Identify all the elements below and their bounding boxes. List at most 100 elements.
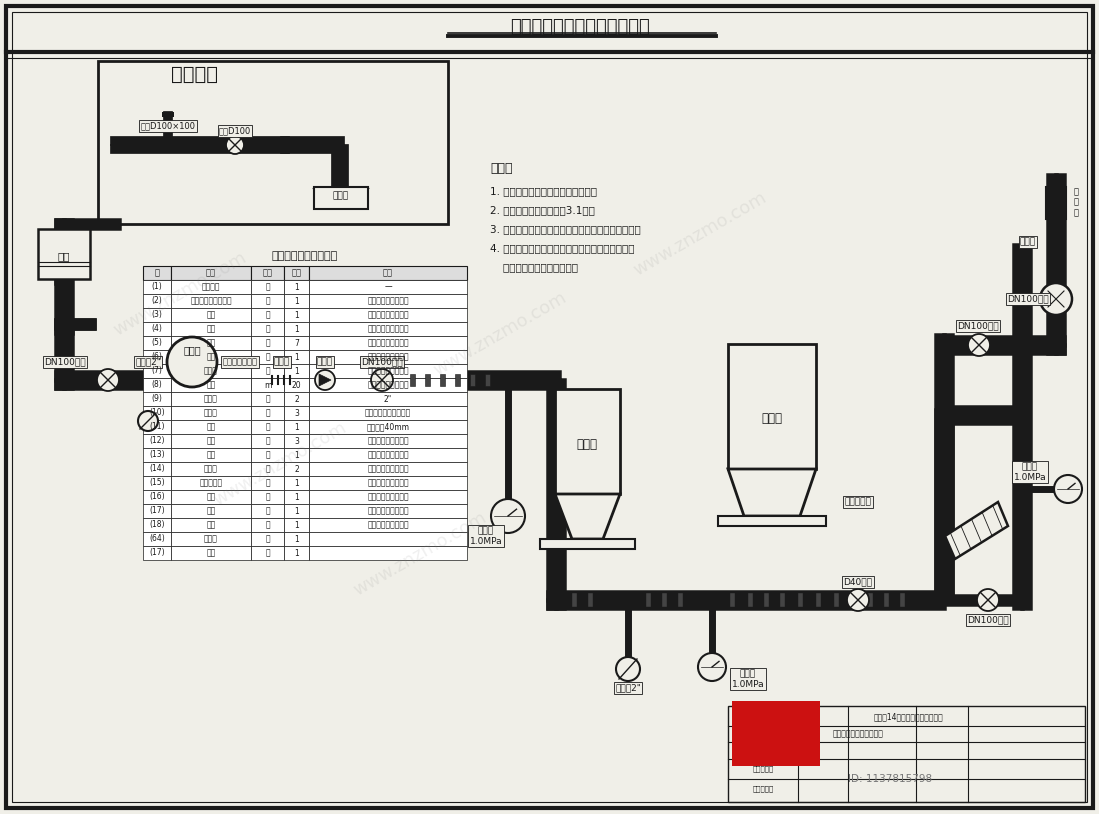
Bar [1046,187,1066,219]
Text: DN100铜阀: DN100铜阀 [967,615,1009,624]
Bar [284,476,309,490]
Text: 1: 1 [295,549,299,558]
Text: 法兰: 法兰 [207,352,215,361]
Text: 1: 1 [295,422,299,431]
Text: 套: 套 [265,506,270,515]
Bar [143,434,171,448]
Bar [143,420,171,434]
Bar [732,701,820,766]
Text: www.znzmo.com: www.znzmo.com [110,248,249,339]
Bar [314,187,368,209]
Text: 套: 套 [265,296,270,305]
Bar [251,350,284,364]
Text: (16): (16) [149,492,165,501]
Bar [171,504,251,518]
Polygon shape [555,494,620,539]
Text: 套: 套 [265,366,270,375]
Text: 与干管管路配套检验: 与干管管路配套检验 [367,520,409,529]
Bar [143,462,171,476]
Bar [143,490,171,504]
Text: 压
力
口: 压 力 口 [1074,187,1079,217]
Bar [571,593,577,607]
Bar [251,336,284,350]
Bar [798,593,803,607]
Bar [251,364,284,378]
Text: 1: 1 [295,325,299,334]
Text: 公称口径40mm: 公称口径40mm [366,422,410,431]
Text: znzmo: znzmo [757,747,795,757]
Bar [764,593,769,607]
Text: 1. 过滤器系统集中布置在管理房内。: 1. 过滤器系统集中布置在管理房内。 [490,186,597,196]
Bar [780,593,785,607]
Bar [728,706,1085,802]
Text: 备注: 备注 [382,269,393,278]
Bar [251,378,284,392]
Bar [309,294,467,308]
Bar [284,350,309,364]
Bar [171,378,251,392]
Text: 套: 套 [265,352,270,361]
Text: 1: 1 [295,506,299,515]
Text: 1: 1 [295,366,299,375]
Text: 球阀: 球阀 [207,549,215,558]
Bar [309,406,467,420]
Text: (8): (8) [152,380,163,390]
Text: 弯头: 弯头 [207,339,215,348]
Bar [251,518,284,532]
Text: (6): (6) [152,352,163,361]
Text: 2": 2" [384,395,392,404]
Bar [143,518,171,532]
Text: 3. 系统构件制作应满足压力容器制作有关规范要求。: 3. 系统构件制作应满足压力容器制作有关规范要求。 [490,224,641,234]
Bar [309,322,467,336]
Bar [309,420,467,434]
Text: DN100水表: DN100水表 [1007,295,1048,304]
Text: (18): (18) [149,520,165,529]
Bar [251,420,284,434]
Bar [410,374,415,386]
Text: 网式过滤器: 网式过滤器 [199,479,223,488]
Bar [284,504,309,518]
Polygon shape [945,502,1008,559]
Text: 网式过滤器: 网式过滤器 [844,497,872,506]
Circle shape [138,411,158,431]
Text: 项目负责人: 项目负责人 [753,766,774,772]
Text: DN100铜阀: DN100铜阀 [957,322,999,330]
Circle shape [698,653,726,681]
Bar [171,546,251,560]
Text: (5): (5) [152,339,163,348]
Bar [309,336,467,350]
Text: 件: 件 [265,339,270,348]
Bar [143,546,171,560]
Bar [309,462,467,476]
Text: 蝶阀: 蝶阀 [207,436,215,445]
Text: 育电阀: 育电阀 [204,535,218,544]
Bar [251,308,284,322]
Bar [143,378,171,392]
Text: 蝶阀: 蝶阀 [207,492,215,501]
Bar [284,378,309,392]
Text: 件: 件 [265,465,270,474]
Bar [309,266,467,280]
Bar [98,61,448,224]
Text: 件: 件 [265,436,270,445]
Bar [162,112,174,117]
Bar [171,392,251,406]
Bar [143,266,171,280]
Text: 排气阀2": 排气阀2" [135,357,160,366]
Bar [309,504,467,518]
Text: 排气阀2": 排气阀2" [615,684,641,693]
Text: (7): (7) [152,366,163,375]
Text: DN100铜阀: DN100铜阀 [44,357,86,366]
Text: 件: 件 [265,409,270,418]
Bar [143,448,171,462]
Text: 与干管管路配套检验: 与干管管路配套检验 [367,479,409,488]
Bar [309,518,467,532]
Bar [884,593,889,607]
Bar [588,593,593,607]
Bar [171,434,251,448]
Bar [834,593,839,607]
Text: 软连接: 软连接 [274,357,290,366]
Text: 逆止阀: 逆止阀 [204,366,218,375]
Text: 子项：14农灌示范农田建设项目: 子项：14农灌示范农田建设项目 [873,712,943,721]
Bar [309,546,467,560]
